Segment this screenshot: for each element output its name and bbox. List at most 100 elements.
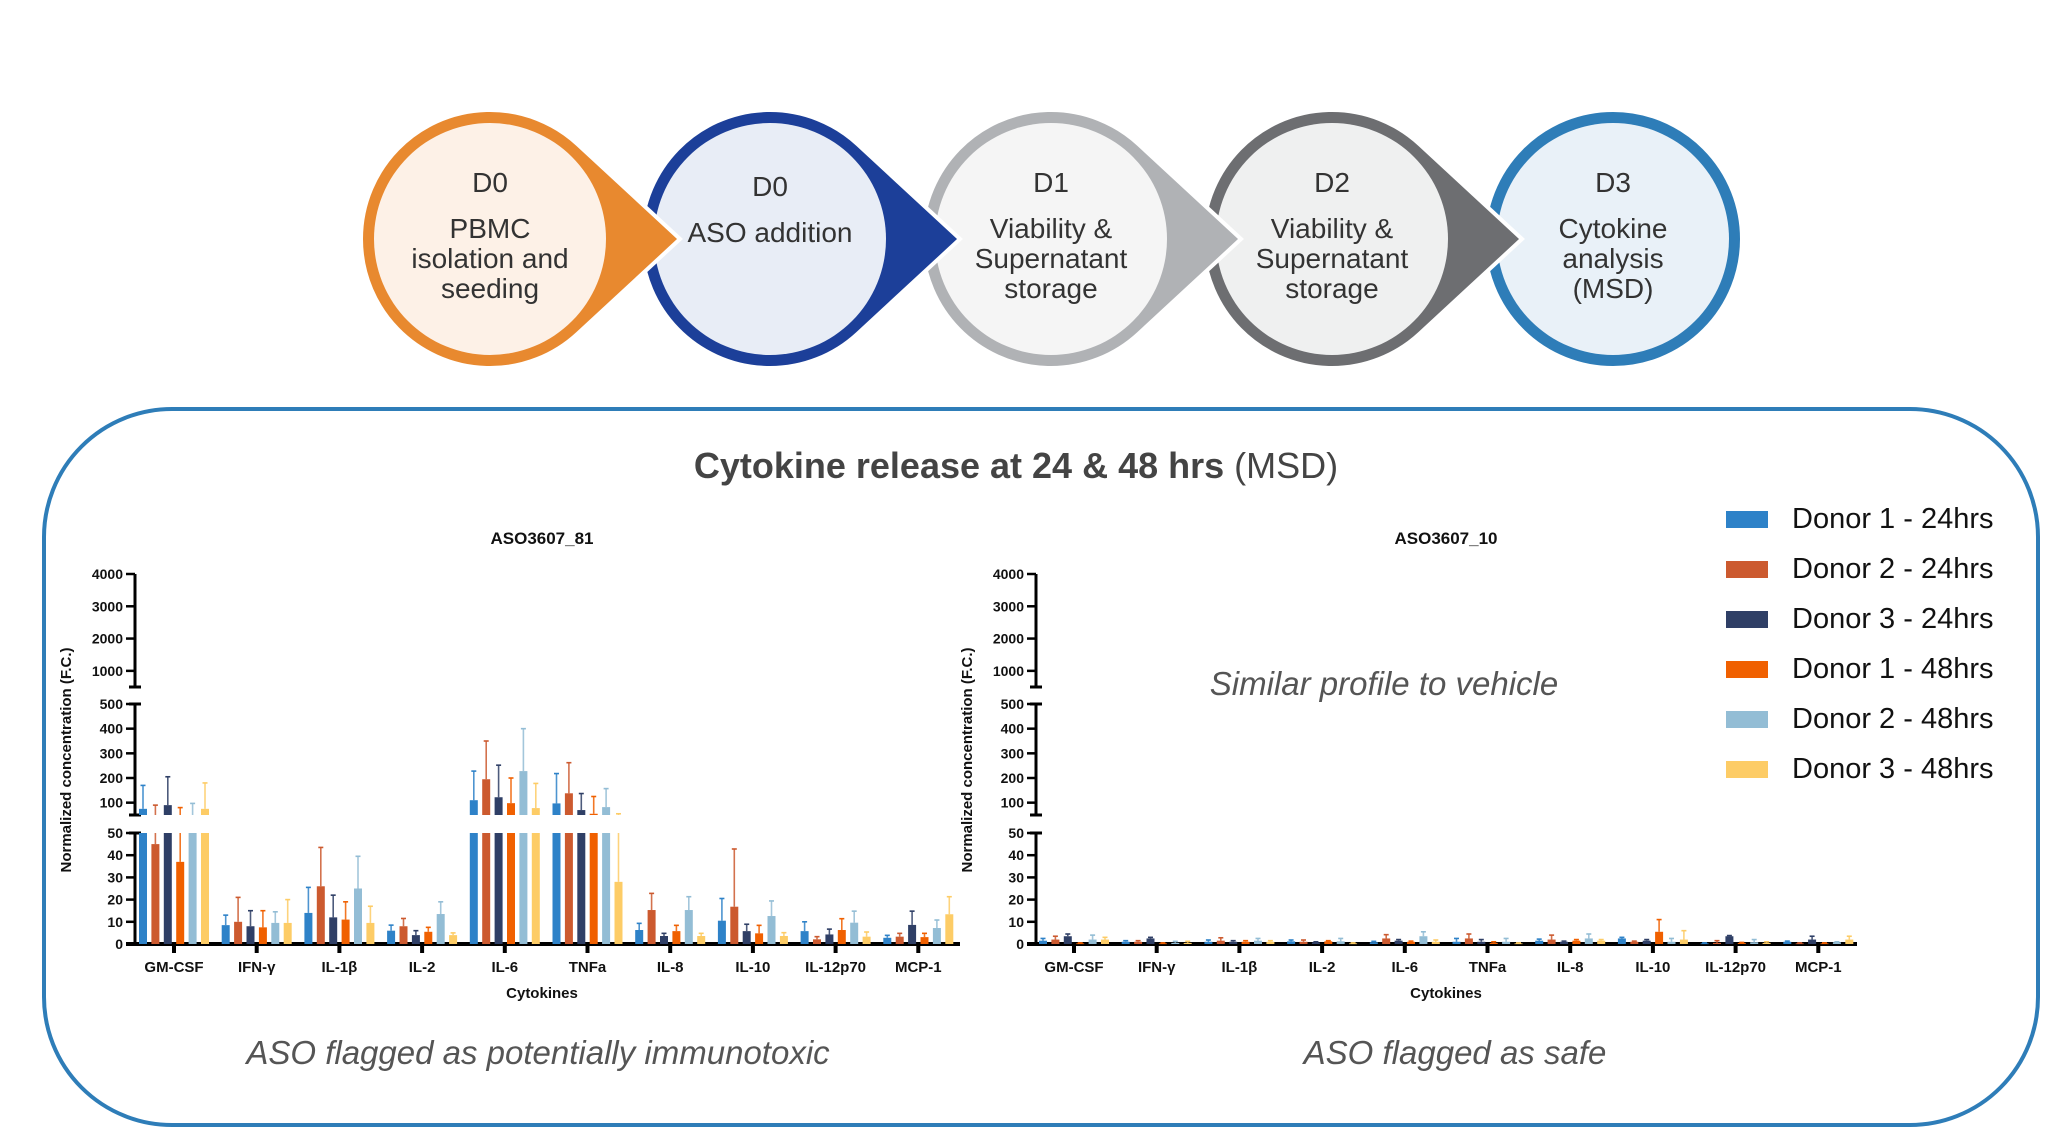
bar <box>1762 942 1771 944</box>
bar <box>800 931 809 944</box>
bar <box>684 910 693 944</box>
y-tick-label: 50 <box>107 825 123 841</box>
x-tick-label: IL-12p70 <box>1705 959 1766 976</box>
bar <box>1051 939 1060 944</box>
bar <box>151 844 160 944</box>
step-fill <box>1216 123 1448 355</box>
legend-swatch <box>1726 610 1768 628</box>
bar <box>341 919 350 944</box>
bar <box>660 936 668 944</box>
step-2-day: D0 <box>752 171 788 202</box>
y-tick-label: 300 <box>100 745 124 761</box>
bar <box>176 861 185 944</box>
bar <box>316 886 325 944</box>
y-tick-label: 3000 <box>92 598 123 614</box>
y-tick-label: 40 <box>1008 847 1024 863</box>
bar <box>1431 941 1440 944</box>
bar <box>163 833 172 944</box>
x-tick-label: MCP-1 <box>1795 959 1842 976</box>
bar <box>1700 943 1709 945</box>
bar <box>1134 941 1143 944</box>
bar <box>1845 939 1854 944</box>
bar <box>1266 941 1275 944</box>
step-3-text: D1 Viability & Supernatant storage <box>941 168 1161 304</box>
bar <box>387 930 396 944</box>
bar <box>697 936 706 944</box>
bar <box>908 924 917 944</box>
bar <box>672 931 681 944</box>
bar <box>1572 940 1581 944</box>
bar <box>635 930 644 944</box>
y-tick-label: 30 <box>107 869 123 885</box>
x-tick-label: IL-1β <box>1221 959 1257 976</box>
bar <box>755 933 764 944</box>
legend-item: Donor 2 - 24hrs <box>1726 544 1994 594</box>
bar <box>234 921 243 944</box>
x-axis-label: Cytokines <box>506 985 578 1002</box>
bar <box>283 922 292 944</box>
bar <box>1560 941 1568 944</box>
bar <box>564 833 573 944</box>
bar <box>1783 941 1792 944</box>
y-tick-label: 4000 <box>993 566 1024 582</box>
bar <box>1832 942 1841 944</box>
bar <box>552 803 561 815</box>
bar <box>1617 938 1626 944</box>
step-4-day: D2 <box>1314 167 1350 198</box>
legend-label: Donor 2 - 24hrs <box>1792 552 1994 585</box>
legend: Donor 1 - 24hrs Donor 2 - 24hrs Donor 3 … <box>1726 494 1994 794</box>
y-tick-label: 40 <box>107 847 123 863</box>
y-tick-label: 30 <box>1008 869 1024 885</box>
bar <box>945 914 954 944</box>
panel-title: Cytokine release at 24 & 48 hrs (MSD) <box>0 445 2032 487</box>
step-3-line: Viability & <box>989 213 1113 244</box>
y-tick-label: 100 <box>1001 795 1025 811</box>
x-tick-label: GM-CSF <box>1044 959 1103 976</box>
y-tick-label: 400 <box>100 721 124 737</box>
bar <box>767 916 776 944</box>
bar <box>614 881 623 944</box>
bar <box>837 930 846 944</box>
bar <box>1502 941 1511 944</box>
x-tick-label: IFN-γ <box>238 959 276 976</box>
y-tick-label: 4000 <box>92 566 123 582</box>
legend-swatch <box>1726 510 1768 528</box>
bar <box>411 935 420 944</box>
workflow-diagram <box>359 108 1744 370</box>
x-tick-label: IL-10 <box>1635 959 1670 976</box>
bar <box>1737 942 1746 944</box>
chart-title: ASO3607_10 <box>1394 529 1497 548</box>
legend-item: Donor 3 - 48hrs <box>1726 744 1994 794</box>
bar <box>1369 942 1378 944</box>
bar <box>1795 943 1804 945</box>
bar <box>564 793 573 815</box>
bar <box>1713 942 1721 944</box>
workflow-step-4 <box>1200 108 1525 370</box>
step-fill <box>654 123 886 355</box>
bar <box>589 833 598 944</box>
bar <box>932 928 941 944</box>
workflow-step-1 <box>359 108 683 370</box>
bar <box>1287 941 1296 944</box>
bar <box>507 803 515 815</box>
step-1-text: D0 PBMC isolation and seeding <box>380 168 600 304</box>
step-4-line: Supernatant <box>1255 243 1409 274</box>
y-tick-label: 2000 <box>993 631 1024 647</box>
bar <box>1750 942 1759 944</box>
bar <box>552 833 561 944</box>
bar <box>1076 943 1085 945</box>
bar <box>188 833 197 944</box>
y-tick-label: 0 <box>115 936 123 952</box>
y-tick-label: 2000 <box>92 631 123 647</box>
bar <box>825 934 834 944</box>
y-axis-label: Normalized concentration (F.C.) <box>959 647 976 872</box>
step-3-day: D1 <box>1033 167 1069 198</box>
bar <box>730 906 739 944</box>
y-axis-label: Normalized concentration (F.C.) <box>58 647 75 872</box>
y-tick-label: 200 <box>1001 770 1025 786</box>
right-caption: ASO flagged as safe <box>1303 1034 1607 1071</box>
bar <box>201 833 209 944</box>
step-1-day: D0 <box>472 167 508 198</box>
x-tick-label: IL-8 <box>1557 959 1584 976</box>
bar <box>1547 939 1556 944</box>
